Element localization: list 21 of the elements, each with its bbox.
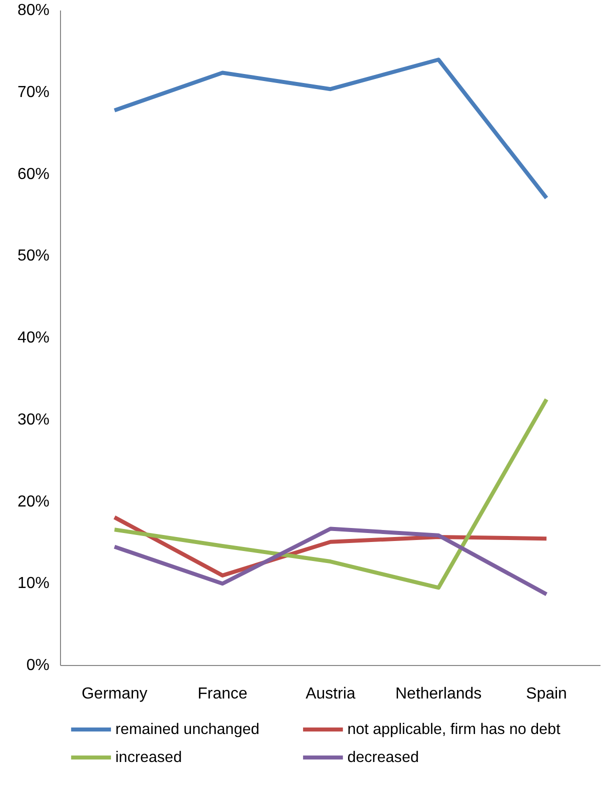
legend-label: not applicable, firm has no debt bbox=[347, 721, 562, 738]
legend-label: increased bbox=[115, 749, 182, 766]
y-tick-label: 30% bbox=[17, 411, 50, 428]
line-series bbox=[112, 58, 548, 200]
y-tick-label: 0% bbox=[26, 657, 50, 674]
y-tick-label: 80% bbox=[17, 2, 50, 19]
y-tick-label: 20% bbox=[17, 493, 50, 510]
line-series bbox=[112, 526, 548, 596]
y-tick-label: 60% bbox=[17, 166, 50, 183]
y-tick-label: 50% bbox=[17, 248, 50, 265]
line-series bbox=[112, 397, 548, 590]
y-tick-label: 70% bbox=[17, 84, 50, 101]
legend-label: remained unchanged bbox=[115, 721, 260, 738]
y-tick-label: 10% bbox=[17, 575, 50, 592]
x-tick-label: Netherlands bbox=[395, 686, 482, 702]
x-tick-label: Austria bbox=[306, 686, 356, 702]
x-tick-label: Spain bbox=[526, 686, 567, 702]
legend-label: decreased bbox=[347, 749, 419, 766]
x-tick-label: France bbox=[198, 686, 248, 702]
x-tick-label: Germany bbox=[82, 686, 148, 702]
y-tick-label: 40% bbox=[17, 330, 50, 346]
